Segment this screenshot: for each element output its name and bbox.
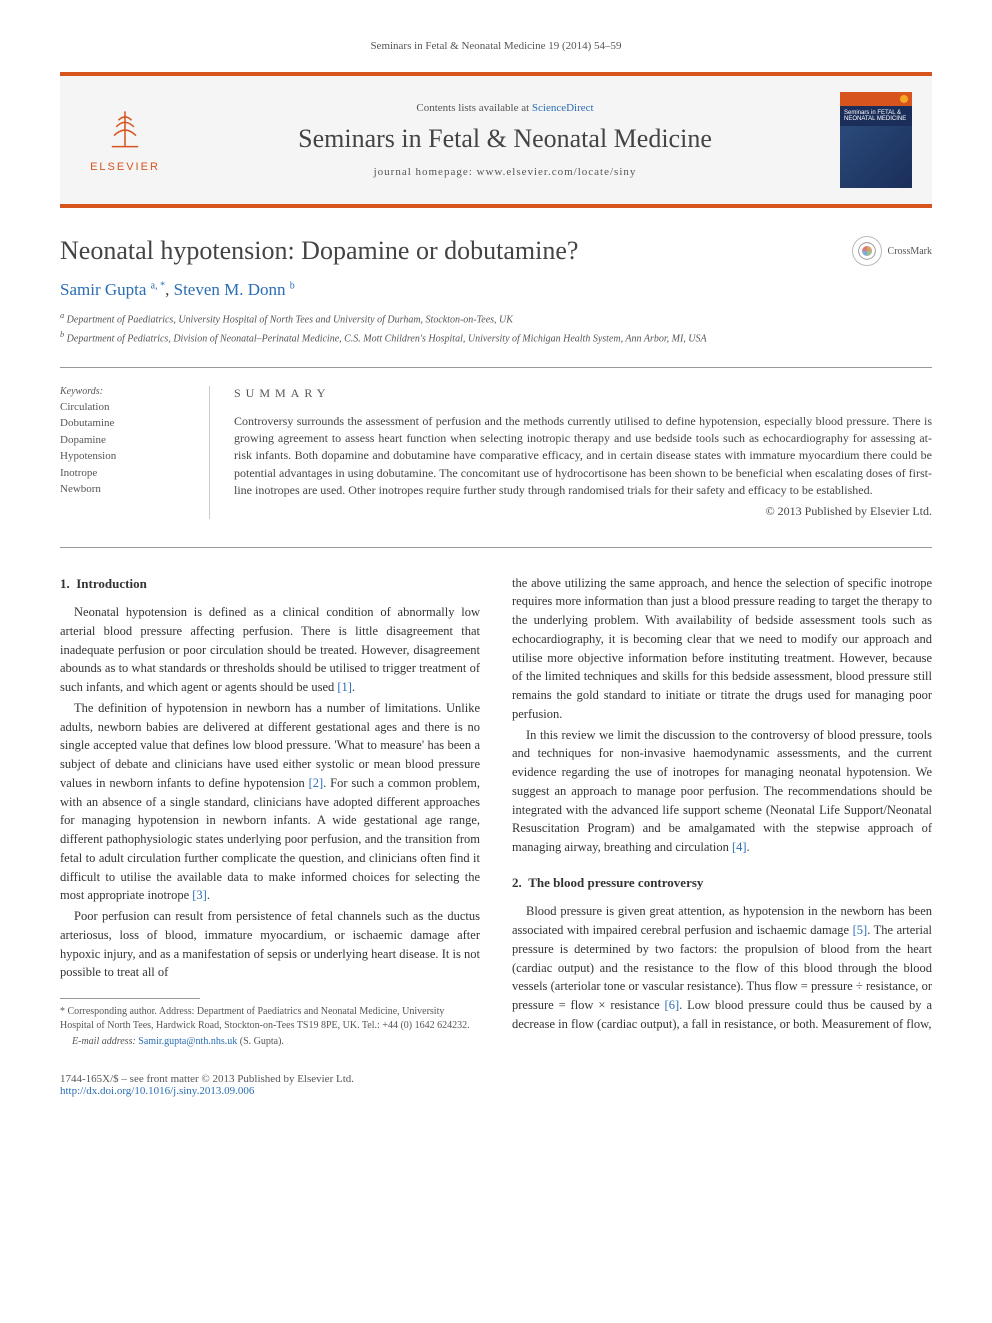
homepage-url[interactable]: www.elsevier.com/locate/siny: [477, 166, 637, 178]
affiliation-b: b Department of Pediatrics, Division of …: [60, 329, 932, 346]
section-2-heading: 2. The blood pressure controversy: [512, 873, 932, 893]
body-paragraph: Poor perfusion can result from persisten…: [60, 907, 480, 982]
author-1-affil-marker: a, *: [151, 280, 165, 291]
body-paragraph: Blood pressure is given great attention,…: [512, 902, 932, 1033]
body-paragraph: Neonatal hypotension is defined as a cli…: [60, 603, 480, 697]
summary-heading: SUMMARY: [234, 386, 932, 401]
cover-image: [840, 126, 912, 188]
elsevier-tree-icon: [103, 107, 147, 151]
citation-ref[interactable]: [4]: [732, 840, 747, 854]
keyword-item: Dopamine: [60, 432, 189, 449]
keywords-heading: Keywords:: [60, 386, 189, 397]
keyword-item: Dobutamine: [60, 415, 189, 432]
corresponding-author-footnote: * Corresponding author. Address: Departm…: [60, 1005, 480, 1033]
keywords-panel: Keywords: Circulation Dobutamine Dopamin…: [60, 386, 210, 519]
section-1-heading: 1. Introduction: [60, 574, 480, 594]
author-email-link[interactable]: Samir.gupta@nth.nhs.uk: [138, 1036, 237, 1047]
abstract-panel: SUMMARY Controversy surrounds the assess…: [210, 386, 932, 519]
contents-prefix: Contents lists available at: [416, 102, 531, 114]
keyword-item: Hypotension: [60, 448, 189, 465]
keyword-item: Inotrope: [60, 465, 189, 482]
abstract-copyright: © 2013 Published by Elsevier Ltd.: [234, 504, 932, 519]
cover-badge-icon: [900, 95, 908, 103]
crossmark-label: CrossMark: [888, 246, 932, 257]
journal-title: Seminars in Fetal & Neonatal Medicine: [170, 124, 840, 154]
crossmark-badge-icon: [852, 236, 882, 266]
article-body: 1. Introduction Neonatal hypotension is …: [60, 574, 932, 1050]
body-paragraph: In this review we limit the discussion t…: [512, 726, 932, 857]
citation-ref[interactable]: [2]: [309, 776, 324, 790]
body-rule: [60, 547, 932, 548]
doi-link[interactable]: http://dx.doi.org/10.1016/j.siny.2013.09…: [60, 1085, 254, 1097]
article-footer: 1744-165X/$ – see front matter © 2013 Pu…: [60, 1073, 932, 1097]
footnote-rule: [60, 998, 200, 999]
citation-ref[interactable]: [1]: [337, 680, 352, 694]
contents-available-line: Contents lists available at ScienceDirec…: [170, 102, 840, 114]
author-2-affil-marker: b: [290, 280, 295, 291]
running-head-citation: Seminars in Fetal & Neonatal Medicine 19…: [60, 40, 932, 52]
author-list: Samir Gupta a, *, Steven M. Donn b: [60, 280, 932, 300]
body-paragraph: the above utilizing the same approach, a…: [512, 574, 932, 724]
journal-cover-thumbnail[interactable]: Seminars in FETAL & NEONATAL MEDICINE: [840, 92, 912, 188]
email-footnote: E-mail address: Samir.gupta@nth.nhs.uk (…: [60, 1035, 480, 1049]
journal-masthead: ELSEVIER Contents lists available at Sci…: [60, 76, 932, 204]
summary-block: Keywords: Circulation Dobutamine Dopamin…: [60, 386, 932, 519]
masthead-bottom-rule: [60, 204, 932, 208]
article-title: Neonatal hypotension: Dopamine or dobuta…: [60, 236, 852, 266]
publisher-name: ELSEVIER: [80, 161, 170, 173]
journal-homepage-line: journal homepage: www.elsevier.com/locat…: [170, 166, 840, 178]
keyword-item: Newborn: [60, 481, 189, 498]
author-2-link[interactable]: Steven M. Donn: [174, 280, 286, 299]
affiliation-a: a Department of Paediatrics, University …: [60, 310, 932, 327]
body-paragraph: The definition of hypotension in newborn…: [60, 699, 480, 905]
citation-ref[interactable]: [5]: [853, 923, 868, 937]
citation-ref[interactable]: [3]: [192, 888, 207, 902]
homepage-prefix: journal homepage:: [374, 166, 477, 178]
citation-ref[interactable]: [6]: [665, 998, 680, 1012]
publisher-logo[interactable]: ELSEVIER: [80, 107, 170, 173]
crossmark-widget[interactable]: CrossMark: [852, 236, 932, 266]
keyword-item: Circulation: [60, 399, 189, 416]
header-rule: [60, 367, 932, 368]
abstract-text: Controversy surrounds the assessment of …: [234, 413, 932, 500]
cover-title-text: Seminars in FETAL & NEONATAL MEDICINE: [840, 106, 912, 126]
issn-line: 1744-165X/$ – see front matter © 2013 Pu…: [60, 1073, 932, 1085]
cover-top-bar: [840, 92, 912, 106]
sciencedirect-link[interactable]: ScienceDirect: [532, 102, 594, 114]
author-1-link[interactable]: Samir Gupta: [60, 280, 146, 299]
